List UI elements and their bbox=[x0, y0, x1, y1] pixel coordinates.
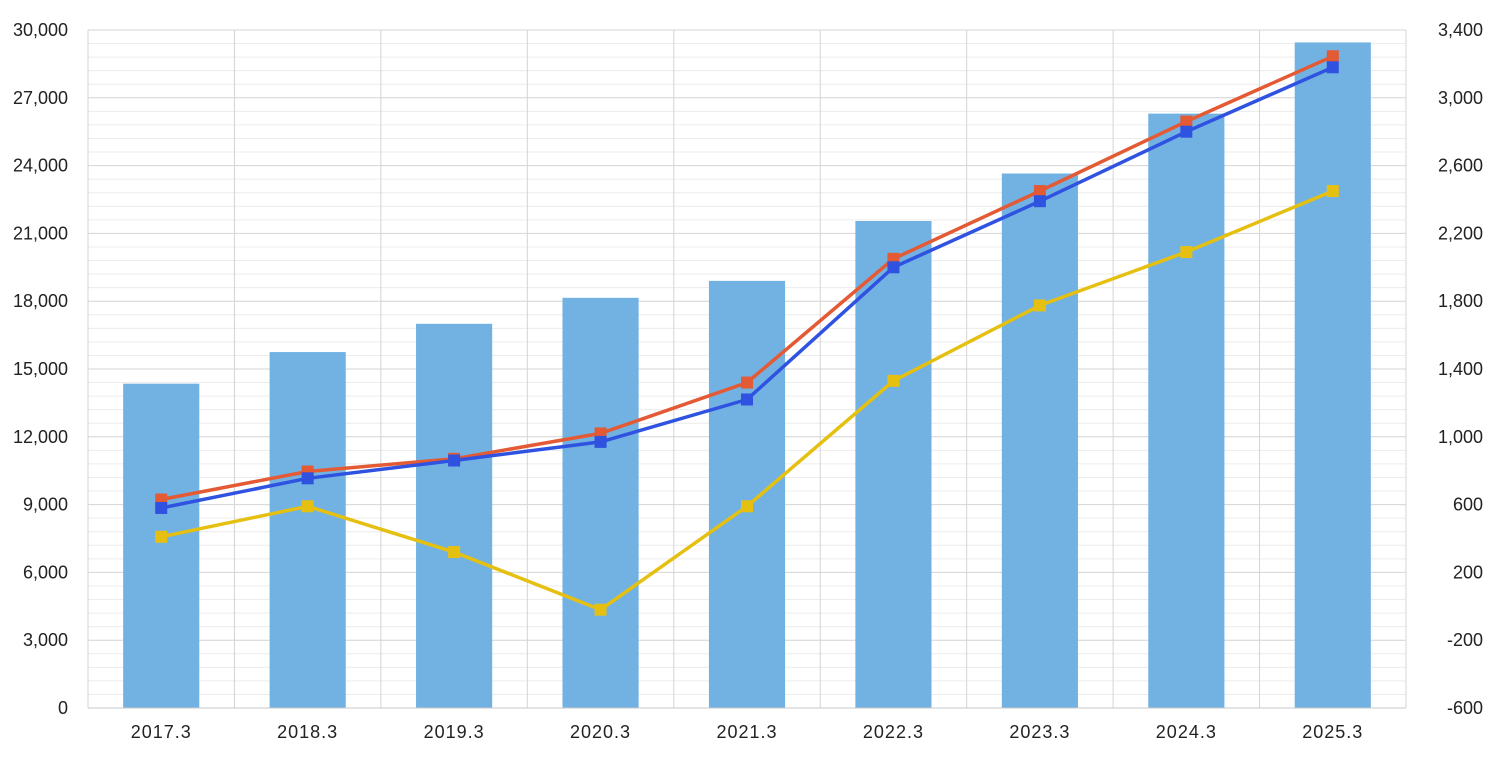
left-tick-label: 3,000 bbox=[23, 630, 68, 650]
bar bbox=[855, 220, 932, 708]
line-2-marker bbox=[594, 435, 607, 448]
line-3-marker bbox=[594, 603, 607, 616]
left-tick-label: 0 bbox=[58, 698, 68, 718]
left-axis-ticks: 0 3,000 6,000 9,000 12,000 15,000 18,000 21,000… bbox=[13, 20, 68, 718]
left-tick-label: 9,000 bbox=[23, 495, 68, 515]
line-1-marker bbox=[1033, 185, 1046, 198]
line-3-marker bbox=[448, 546, 461, 559]
left-tick-label: 15,000 bbox=[13, 359, 68, 379]
bar bbox=[1001, 173, 1078, 708]
right-tick-label: 3,400 bbox=[1438, 20, 1483, 40]
right-tick-label: -200 bbox=[1447, 630, 1483, 650]
x-tick-label: 2022.3 bbox=[863, 722, 924, 742]
line-3-marker bbox=[1180, 246, 1193, 259]
x-tick-label: 2021.3 bbox=[716, 722, 777, 742]
left-tick-label: 12,000 bbox=[13, 427, 68, 447]
x-tick-label: 2019.3 bbox=[424, 722, 485, 742]
right-tick-label: 1,800 bbox=[1438, 291, 1483, 311]
x-tick-label: 2020.3 bbox=[570, 722, 631, 742]
x-axis-ticks: 2017.3 2018.3 2019.3 2020.3 2021.3 2022.3 2023… bbox=[131, 722, 1363, 742]
right-axis-ticks: -600 -200 200 600 1,000 1,400 1,800 2,200 2,600 3… bbox=[1438, 20, 1483, 718]
bar bbox=[416, 323, 493, 708]
bar bbox=[562, 297, 639, 708]
line-2-marker bbox=[1180, 125, 1193, 138]
line-2-marker bbox=[1326, 61, 1339, 74]
line-2-marker bbox=[155, 501, 168, 514]
left-tick-label: 30,000 bbox=[13, 20, 68, 40]
right-tick-label: 1,000 bbox=[1438, 427, 1483, 447]
left-tick-label: 18,000 bbox=[13, 291, 68, 311]
x-tick-label: 2023.3 bbox=[1009, 722, 1070, 742]
line-3-marker bbox=[1033, 299, 1046, 312]
line-3-marker bbox=[301, 500, 314, 513]
right-tick-label: 200 bbox=[1453, 562, 1483, 582]
line-1-marker bbox=[741, 376, 753, 389]
bar bbox=[123, 383, 200, 708]
line-2-marker bbox=[448, 454, 461, 467]
x-tick-label: 2025.3 bbox=[1302, 722, 1363, 742]
line-3-marker bbox=[155, 530, 168, 543]
line-2-marker bbox=[741, 393, 753, 406]
right-tick-label: -600 bbox=[1447, 698, 1483, 718]
bar bbox=[1148, 113, 1225, 709]
line-2-marker bbox=[1033, 195, 1046, 208]
left-tick-label: 24,000 bbox=[13, 156, 68, 176]
x-tick-label: 2017.3 bbox=[131, 722, 192, 742]
bar bbox=[708, 280, 786, 708]
left-tick-label: 21,000 bbox=[13, 223, 68, 243]
right-tick-label: 2,200 bbox=[1438, 223, 1483, 243]
right-tick-label: 1,400 bbox=[1438, 359, 1483, 379]
line-2-marker bbox=[301, 472, 314, 485]
x-tick-label: 2024.3 bbox=[1156, 722, 1217, 742]
right-tick-label: 2,600 bbox=[1438, 156, 1483, 176]
left-tick-label: 27,000 bbox=[13, 88, 68, 108]
left-tick-label: 6,000 bbox=[23, 562, 68, 582]
right-tick-label: 600 bbox=[1453, 495, 1483, 515]
bar bbox=[269, 352, 346, 708]
line-3-marker bbox=[1326, 185, 1339, 198]
bar-series bbox=[123, 42, 1371, 709]
line-1-marker bbox=[1326, 50, 1339, 63]
line-2-marker bbox=[887, 261, 900, 274]
line-3-marker bbox=[741, 500, 753, 513]
line-series bbox=[155, 50, 1339, 616]
line-3-marker bbox=[887, 374, 900, 387]
line-1-marker bbox=[1180, 115, 1193, 128]
right-tick-label: 3,000 bbox=[1438, 88, 1483, 108]
bar bbox=[1294, 42, 1371, 709]
x-tick-label: 2018.3 bbox=[277, 722, 338, 742]
